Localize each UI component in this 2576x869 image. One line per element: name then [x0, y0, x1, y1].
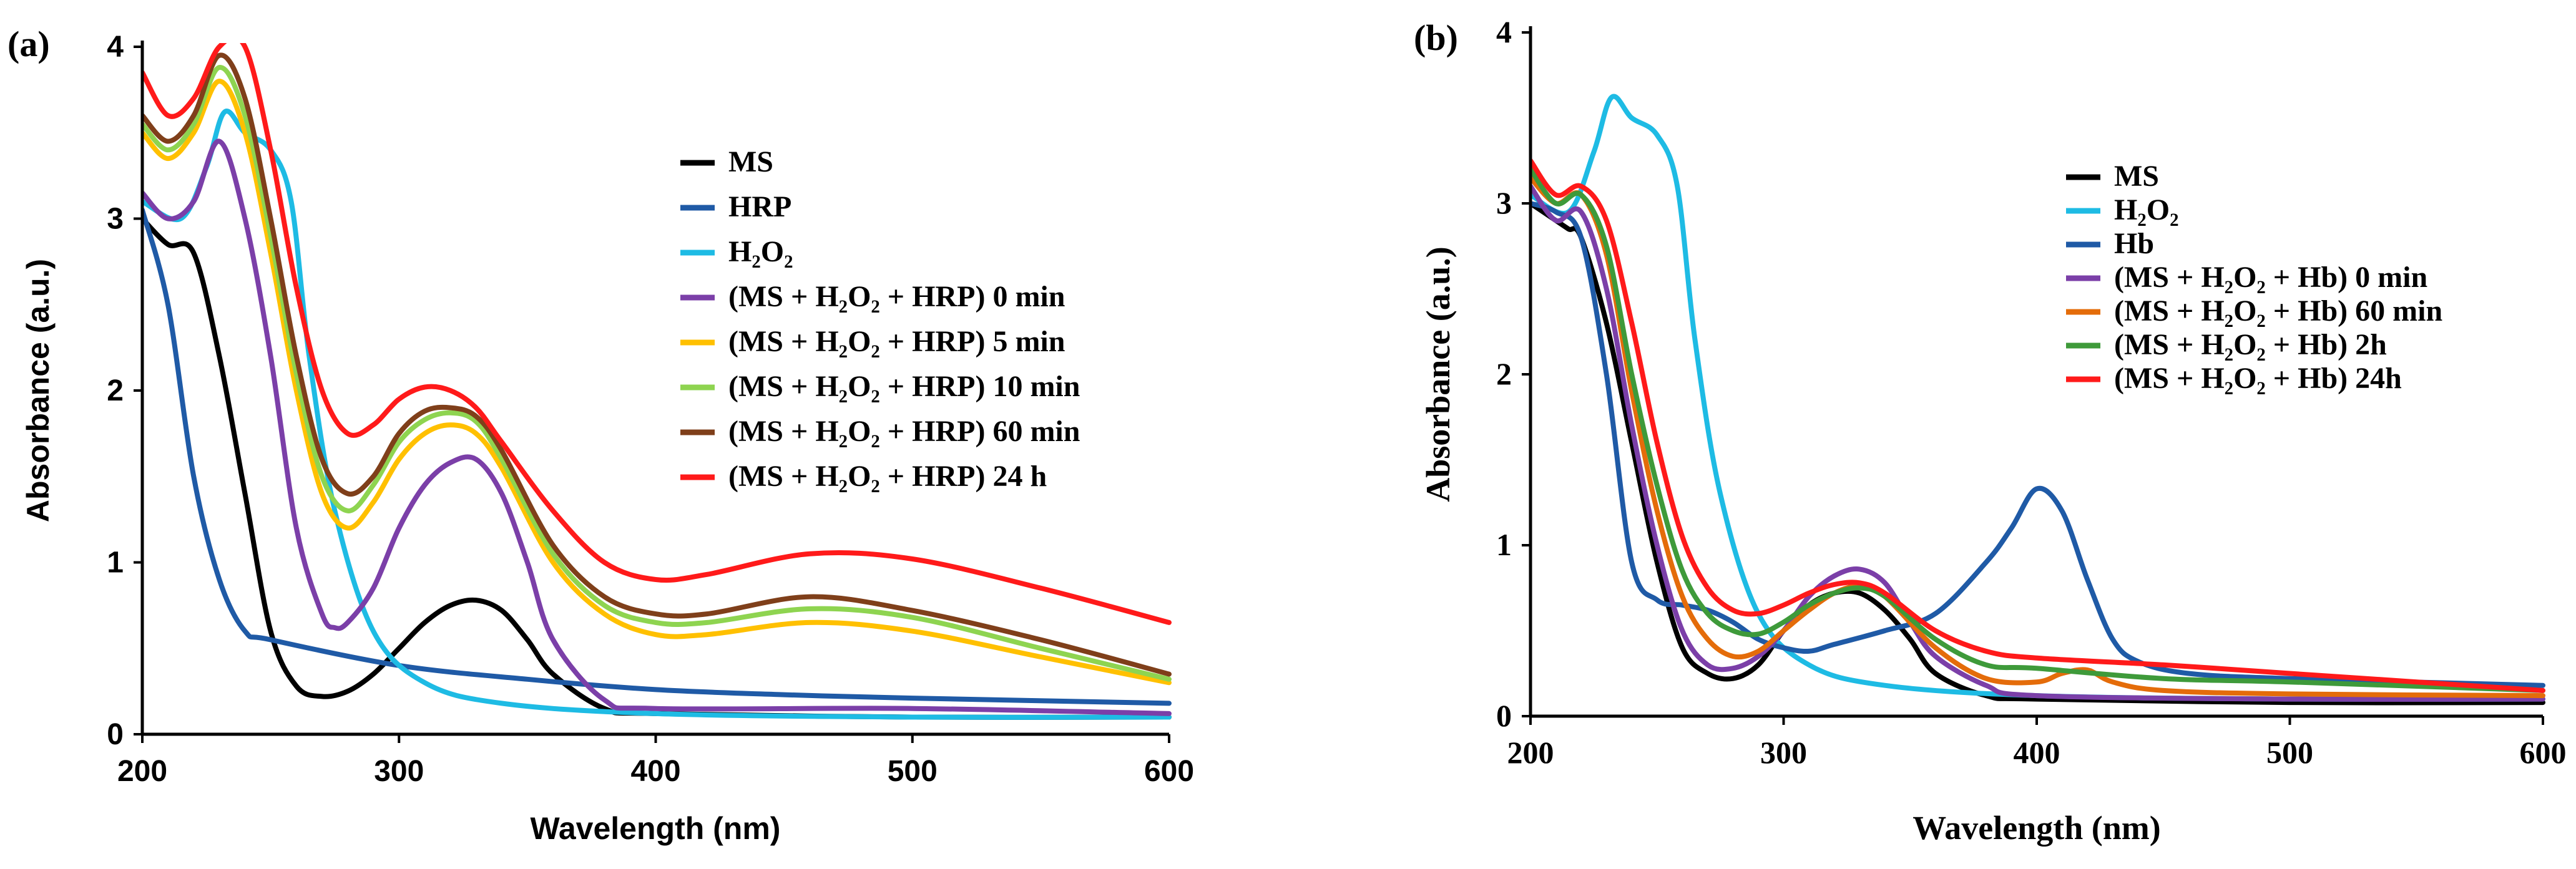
series-line-7: [142, 43, 1172, 625]
y-tick-label: 2: [107, 374, 124, 407]
legend-label-5: (MS + H₂O₂ + Hb) 2h: [2114, 328, 2387, 361]
series-line-4: [1530, 175, 2545, 699]
legend-label-3: (MS + H₂O₂ + HRP) 0 min: [728, 280, 1065, 313]
series-line-6: [142, 52, 1172, 677]
y-tick-label: 3: [1496, 185, 1512, 220]
y-tick-label: 0: [1496, 698, 1512, 733]
legend-label-7: (MS + H₂O₂ + HRP) 24 h: [728, 460, 1047, 493]
x-axis-title: Wavelength (nm): [1912, 809, 2161, 847]
legend-label-4: (MS + H₂O₂ + HRP) 5 min: [728, 325, 1065, 358]
legend-label-0: MS: [728, 145, 773, 178]
x-axis-title: Wavelength (nm): [531, 811, 781, 846]
x-tick-label: 600: [2520, 735, 2567, 770]
legend-label-1: H₂O₂: [2114, 193, 2178, 226]
y-tick-label: 3: [107, 203, 124, 236]
legend-label-4: (MS + H₂O₂ + Hb) 60 min: [2114, 294, 2442, 328]
y-tick-label: 1: [107, 546, 124, 580]
series-line-4: [142, 79, 1172, 686]
x-tick-label: 300: [374, 755, 424, 788]
series-line-5: [142, 65, 1172, 682]
legend-label-6: (MS + H₂O₂ + Hb) 24h: [2114, 362, 2402, 395]
x-tick-label: 600: [1144, 755, 1194, 788]
x-tick-label: 400: [630, 755, 680, 788]
chart-panel-1: 0 1 2 3 4 200 300 400 500 600 Wavelength (nm) Absor…: [1414, 14, 2567, 847]
x-tick-label: 500: [2266, 735, 2313, 770]
panel-label: (a): [7, 24, 50, 64]
series-line-3: [142, 138, 1172, 716]
legend-label-0: MS: [2114, 160, 2159, 193]
legend-label-2: H₂O₂: [728, 235, 793, 268]
series-group: [142, 43, 1172, 720]
legend-label-1: HRP: [728, 190, 791, 223]
x-tick-label: 200: [1507, 735, 1554, 770]
chart-panel-0: 0 1 2 3 4 200 300 400 500 600 Wavelength (nm) Absor…: [7, 24, 1194, 846]
y-tick-label: 2: [1496, 356, 1512, 391]
series-line-1: [1530, 94, 2545, 702]
x-tick-label: 400: [2014, 735, 2060, 770]
y-tick-label: 4: [107, 31, 124, 64]
legend-label-5: (MS + H₂O₂ + HRP) 10 min: [728, 370, 1080, 403]
x-tick-label: 200: [117, 755, 167, 788]
y-tick-label: 4: [1496, 14, 1512, 49]
legend-label-2: Hb: [2114, 227, 2154, 260]
legend: MS HRP H₂O₂ (MS + H₂O₂ + HRP) 0 min (MS + H₂…: [680, 145, 1080, 493]
series-group: [1530, 94, 2545, 706]
y-tick-label: 1: [1496, 527, 1512, 562]
x-tick-label: 500: [888, 755, 938, 788]
panel-label: (b): [1414, 17, 1458, 58]
y-axis-title: Absorbance (a.u.): [21, 259, 56, 522]
series-line-5: [1530, 167, 2545, 693]
x-tick-label: 300: [1760, 735, 1807, 770]
legend-label-3: (MS + H₂O₂ + Hb) 0 min: [2114, 261, 2427, 294]
legend-label-6: (MS + H₂O₂ + HRP) 60 min: [728, 415, 1080, 448]
series-line-2: [142, 109, 1172, 720]
y-axis-title: Absorbance (a.u.): [1419, 246, 1457, 502]
series-line-6: [1530, 158, 2545, 693]
y-tick-label: 0: [107, 718, 124, 751]
